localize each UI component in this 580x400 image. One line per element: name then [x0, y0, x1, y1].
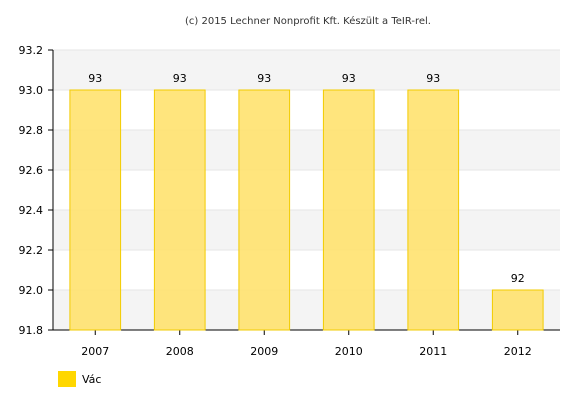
bar — [238, 89, 291, 331]
x-tick-label: 2008 — [166, 345, 194, 358]
y-tick-label: 92.2 — [19, 244, 44, 257]
legend-swatch — [58, 371, 76, 387]
x-tick-label: 2010 — [335, 345, 363, 358]
data-label: 92 — [511, 272, 525, 285]
data-label: 93 — [88, 72, 102, 85]
data-label: 93 — [257, 72, 271, 85]
y-tick-label: 93.0 — [19, 84, 44, 97]
data-label: 93 — [426, 72, 440, 85]
bar — [69, 89, 122, 331]
x-tick-label: 2007 — [81, 345, 109, 358]
y-tick-label: 92.6 — [19, 164, 44, 177]
x-tick-label: 2011 — [419, 345, 447, 358]
plot-band — [53, 50, 560, 90]
y-tick-label: 92.8 — [19, 124, 44, 137]
bar — [153, 89, 206, 331]
x-axis-tick-labels: 2007 2008 2009 2010 2011 2012 — [81, 345, 532, 358]
plot-band — [53, 130, 560, 170]
data-label: 93 — [173, 72, 187, 85]
x-tick-label: 2012 — [504, 345, 532, 358]
plot-band — [53, 290, 560, 330]
bar — [407, 89, 460, 331]
y-tick-label: 92.4 — [19, 204, 44, 217]
x-tick-label: 2009 — [250, 345, 278, 358]
bars — [69, 89, 544, 331]
chart-credit: (c) 2015 Lechner Nonprofit Kft. Készült … — [185, 15, 431, 27]
data-label: 93 — [342, 72, 356, 85]
legend: Vác — [58, 371, 101, 387]
bar — [322, 89, 375, 331]
plot-bands — [53, 50, 560, 330]
y-tick-label: 92.0 — [19, 284, 44, 297]
plot-band — [53, 210, 560, 250]
gridlines — [53, 49, 560, 331]
y-tick-label: 93.2 — [19, 44, 44, 57]
axes — [48, 49, 560, 335]
y-tick-label: 91.8 — [19, 324, 44, 337]
y-axis-tick-labels: 91.8 92.0 92.2 92.4 92.6 92.8 93.0 93.2 — [19, 44, 44, 337]
legend-label: Vác — [82, 373, 101, 386]
data-labels: 93 93 93 93 93 92 — [88, 72, 525, 285]
bar — [491, 289, 544, 331]
